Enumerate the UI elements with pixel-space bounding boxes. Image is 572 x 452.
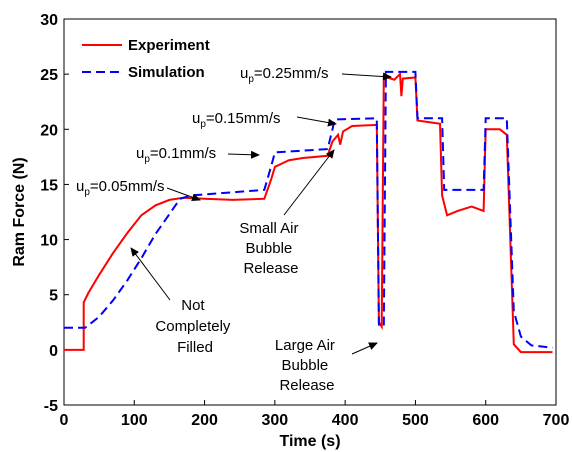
x-tick-label: 0 xyxy=(60,412,69,429)
annotation-small-air-bubble: Small Air Bubble Release xyxy=(239,220,302,277)
arrow-up-01 xyxy=(227,150,260,159)
x-tick-label: 100 xyxy=(121,412,148,429)
arrow-up-025 xyxy=(341,72,392,81)
y-tick-label: 5 xyxy=(49,288,58,305)
annotations: up=0.05mm/s up=0.1mm/s up=0.15mm/s up=0.… xyxy=(76,65,392,394)
arrow-up-005 xyxy=(166,187,201,202)
plot-frame xyxy=(63,18,557,406)
y-tick-label: 30 xyxy=(40,12,58,29)
x-tick-label: 400 xyxy=(332,412,359,429)
x-tick-label: 500 xyxy=(402,412,429,429)
legend: Experiment Simulation xyxy=(82,37,210,81)
y-tick-label: 15 xyxy=(40,177,58,194)
x-tick-label: 200 xyxy=(191,412,218,429)
x-tick-label: 700 xyxy=(543,412,570,429)
series-line-experiment xyxy=(64,71,553,354)
arrow-small-air-bubble xyxy=(283,149,335,216)
series-line-simulation xyxy=(64,70,553,349)
arrow-not-completely-filled xyxy=(130,247,171,301)
annotation-not-completely-filled: Not Completely Filled xyxy=(155,297,234,356)
legend-label-experiment: Experiment xyxy=(128,37,210,54)
annotation-up-025: up=0.25mm/s xyxy=(240,65,329,85)
annotation-up-005: up=0.05mm/s xyxy=(76,178,165,198)
x-axis-ticks: 0 100 200 300 400 500 600 700 xyxy=(60,400,570,429)
annotation-large-air-bubble: Large Air Bubble Release xyxy=(275,337,339,394)
x-axis-title: Time (s) xyxy=(279,433,340,450)
x-tick-label: 300 xyxy=(262,412,289,429)
y-axis-title: Ram Force (N) xyxy=(11,157,28,266)
x-tick-label: 600 xyxy=(472,412,499,429)
y-axis-ticks: -5 0 5 10 15 20 25 30 xyxy=(40,12,69,415)
y-tick-label: 10 xyxy=(40,233,58,250)
y-tick-label: 0 xyxy=(49,343,58,360)
arrow-large-air-bubble xyxy=(351,342,378,355)
y-tick-label: -5 xyxy=(44,398,58,415)
y-tick-label: 25 xyxy=(40,67,58,84)
annotation-up-01: up=0.1mm/s xyxy=(136,145,216,165)
y-tick-label: 20 xyxy=(40,122,58,139)
arrow-up-015 xyxy=(296,116,337,127)
legend-label-simulation: Simulation xyxy=(128,64,205,81)
series-layer xyxy=(64,70,553,354)
annotation-up-015: up=0.15mm/s xyxy=(192,110,281,130)
